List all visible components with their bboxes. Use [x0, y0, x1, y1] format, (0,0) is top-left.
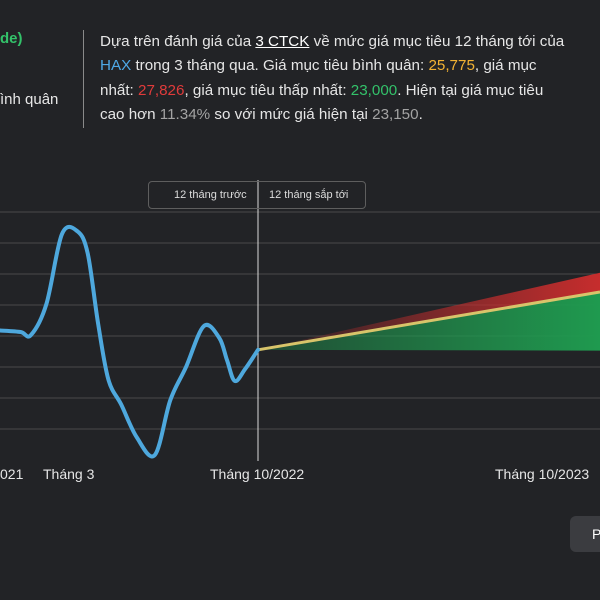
summary-text: trong 3 tháng qua. Giá mục tiêu bình quâ… [131, 57, 429, 75]
upside-percent: 11.34% [159, 105, 211, 123]
current-price-value: 23,150 [372, 105, 419, 123]
summary-line-3: nhất: 27,826, giá mục tiêu thấp nhất: 23… [100, 79, 600, 103]
summary-text: . Hiện tại giá mục tiêu [397, 81, 544, 99]
prev-period-label: 12 tháng trước [174, 189, 247, 201]
summary-text: so với mức giá hiện tại [210, 105, 373, 123]
x-axis-label: Tháng 10/2022 [210, 466, 305, 482]
avg-target-line [257, 290, 600, 352]
rating-label-fragment: de) [0, 30, 23, 47]
price-target-chart [0, 180, 600, 461]
x-axis-label: Tháng 3 [43, 466, 95, 482]
summary-line-4: cao hơn 11.34% so với mức giá hiện tại 2… [100, 103, 600, 127]
x-axis-label: 021 [0, 466, 24, 482]
chart-lines [0, 224, 600, 459]
high-target-value: 27,826 [138, 81, 185, 99]
summary-text: , giá mục tiêu thấp nhất: [184, 81, 351, 99]
price-history-line [0, 224, 260, 459]
summary-text: Dựa trên đánh giá của [100, 33, 256, 50]
summary-text: , giá mục [474, 57, 537, 75]
period-label-box [148, 181, 366, 209]
x-axis-label: Tháng 10/2023 [495, 466, 590, 482]
analyst-summary-text: Dựa trên đánh giá của 3 CTCK về mức giá … [100, 30, 600, 127]
summary-text: về mức giá mục tiêu 12 tháng tới của [309, 33, 565, 50]
summary-line-2: HAX trong 3 tháng qua. Giá mục tiêu bình… [100, 54, 600, 78]
summary-text: . [418, 105, 423, 123]
summary-text: cao hơn [100, 105, 160, 123]
vertical-divider [83, 30, 84, 128]
summary-line-1: Dựa trên đánh giá của 3 CTCK về mức giá … [100, 30, 600, 54]
summary-text: nhất: [100, 81, 138, 99]
average-label-fragment: ình quân [0, 91, 59, 108]
next-period-label: 12 tháng sắp tới [269, 189, 349, 201]
ticker-symbol: HAX [100, 57, 132, 75]
forecast-areas [258, 272, 600, 351]
action-button[interactable]: P [570, 516, 600, 552]
avg-target-value: 25,775 [428, 57, 475, 75]
brokers-link[interactable]: 3 CTCK [255, 33, 310, 50]
low-target-value: 23,000 [350, 81, 398, 99]
